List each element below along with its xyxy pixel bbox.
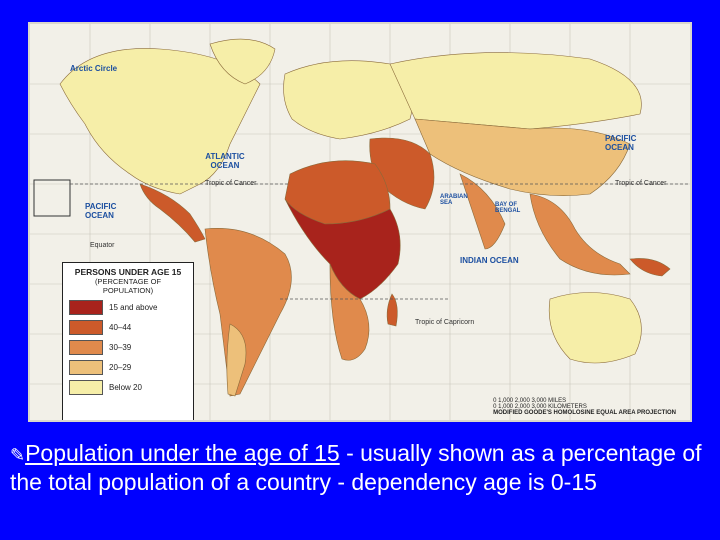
legend-subtitle: (PERCENTAGE OF POPULATION) [94,277,162,295]
legend-title: PERSONS UNDER AGE 15 [74,267,182,277]
tropic-of-cancer-label: Tropic of Cancer [205,180,257,187]
world-map: Arctic Circle ATLANTIC OCEAN PACIFIC OCE… [28,22,692,422]
tropic-of-capricorn-label: Tropic of Capricorn [415,319,475,326]
madagascar [386,293,398,327]
europe [283,60,413,140]
legend-label: Below 20 [109,383,142,392]
legend-label: 20–29 [109,363,132,372]
legend-swatch [69,340,103,355]
legend-swatch [69,380,103,395]
pacific-ocean-east-label: PACIFIC OCEAN [605,134,637,152]
equator-label: Equator [90,242,115,249]
south-america [204,228,292,397]
legend-item: Below 20 [69,380,187,395]
greenland [209,38,276,85]
central-america [139,183,206,243]
south-america-south [226,323,247,397]
caption-description: - usually shown as a percentage of the t… [10,440,702,495]
south-asia [459,173,506,250]
legend-swatch [69,320,103,335]
slide-caption: ✎Population under the age of 15 - usuall… [10,440,710,496]
southeast-asia [529,193,631,276]
pencil-icon: ✎ [10,445,26,465]
map-scale: 0 1,000 2,000 3,000 MILES 0 1,000 2,000 … [493,398,676,416]
legend-swatch [69,360,103,375]
legend-label: 40–44 [109,323,132,332]
caption-term: Population under the age of 15 [25,440,340,466]
arabian-sea-label: ARABIAN SEA [440,194,468,206]
legend-swatch [69,300,103,315]
legend-item: 30–39 [69,340,187,355]
tropic-of-cancer-east-label: Tropic of Cancer [615,180,667,187]
legend-item: 15 and above [69,300,187,315]
arctic-circle-label: Arctic Circle [70,64,118,73]
legend-item: 20–29 [69,360,187,375]
scale-km: 0 1,000 2,000 3,000 KILOMETERS [493,404,587,410]
inset-box [33,179,71,217]
scale-miles: 0 1,000 2,000 3,000 MILES [493,398,567,404]
indian-ocean-label: INDIAN OCEAN [460,256,519,265]
map-graphic [30,24,690,420]
atlantic-ocean-label: ATLANTIC OCEAN [205,152,245,170]
north-america [59,48,261,195]
asia-north [389,52,642,130]
legend-label: 15 and above [109,303,158,312]
legend: PERSONS UNDER AGE 15 (PERCENTAGE OF POPU… [62,262,194,420]
projection-label: MODIFIED GOODE'S HOMOLOSINE EQUAL AREA P… [493,410,676,416]
tropic-lines [70,183,690,300]
bay-of-bengal-label: BAY OF BENGAL [495,202,521,214]
australia [548,292,642,364]
pacific-ocean-west-label: PACIFIC OCEAN [85,202,117,220]
asia-central [414,118,631,196]
legend-item: 40–44 [69,320,187,335]
africa-south [329,263,370,361]
legend-label: 30–39 [109,343,132,352]
legend-items: 15 and above 40–44 30–39 20–29 Below 20 [69,300,187,395]
new-guinea [629,258,671,277]
